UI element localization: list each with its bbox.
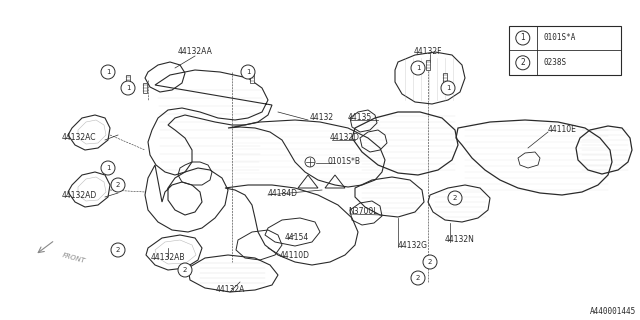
Circle shape [241, 65, 255, 79]
Circle shape [101, 161, 115, 175]
FancyBboxPatch shape [416, 276, 420, 284]
FancyBboxPatch shape [183, 264, 187, 272]
Text: 1: 1 [246, 69, 250, 75]
FancyBboxPatch shape [430, 258, 434, 266]
Text: 2: 2 [183, 267, 187, 273]
Circle shape [111, 243, 125, 257]
Text: 44132: 44132 [310, 114, 334, 123]
Text: 2: 2 [116, 182, 120, 188]
FancyBboxPatch shape [126, 75, 130, 85]
Text: FRONT: FRONT [62, 252, 86, 264]
Text: 44132N: 44132N [445, 236, 475, 244]
Text: 1: 1 [445, 85, 451, 91]
FancyBboxPatch shape [250, 73, 254, 83]
Text: 44154: 44154 [285, 233, 309, 242]
Circle shape [101, 65, 115, 79]
Text: 1: 1 [125, 85, 131, 91]
Circle shape [411, 271, 425, 285]
Text: 2: 2 [520, 58, 525, 67]
Circle shape [411, 61, 425, 75]
Text: 44132D: 44132D [330, 133, 360, 142]
Circle shape [441, 81, 455, 95]
Text: 44132G: 44132G [398, 241, 428, 250]
Circle shape [178, 263, 192, 277]
Text: 44135: 44135 [348, 114, 372, 123]
Circle shape [121, 81, 135, 95]
FancyBboxPatch shape [443, 73, 447, 83]
Text: 1: 1 [416, 65, 420, 71]
Text: 1: 1 [520, 34, 525, 43]
Text: A440001445: A440001445 [589, 307, 636, 316]
FancyBboxPatch shape [453, 196, 457, 204]
FancyBboxPatch shape [426, 60, 430, 70]
Text: 0101S*B: 0101S*B [328, 157, 361, 166]
Text: 1: 1 [106, 165, 110, 171]
Text: 44184D: 44184D [268, 188, 298, 197]
Text: 44132F: 44132F [413, 47, 442, 57]
Text: 0238S: 0238S [544, 58, 567, 67]
Circle shape [305, 157, 315, 167]
Text: N3700L: N3700L [348, 207, 378, 217]
Text: 0101S*A: 0101S*A [544, 34, 576, 43]
Circle shape [516, 31, 530, 45]
Circle shape [423, 255, 437, 269]
Text: 2: 2 [453, 195, 457, 201]
FancyBboxPatch shape [143, 83, 147, 93]
Text: 2: 2 [428, 259, 432, 265]
Circle shape [448, 191, 462, 205]
Circle shape [516, 56, 530, 70]
FancyBboxPatch shape [118, 179, 122, 187]
Text: 44132AC: 44132AC [62, 133, 97, 142]
Text: 44132AA: 44132AA [177, 47, 212, 57]
FancyBboxPatch shape [186, 266, 190, 274]
Text: 1: 1 [106, 69, 110, 75]
Text: 44132AB: 44132AB [151, 253, 185, 262]
Text: 44132AD: 44132AD [62, 190, 97, 199]
Text: 2: 2 [416, 275, 420, 281]
Text: 2: 2 [116, 247, 120, 253]
Text: 44110D: 44110D [280, 251, 310, 260]
Circle shape [111, 178, 125, 192]
Text: 44110E: 44110E [548, 125, 577, 134]
Text: 44132A: 44132A [215, 285, 244, 294]
Bar [509, 26, 621, 75]
